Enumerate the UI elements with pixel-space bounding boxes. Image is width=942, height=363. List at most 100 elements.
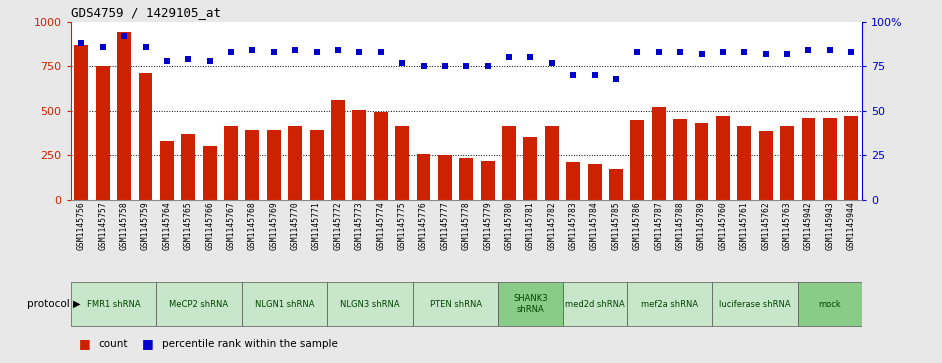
Text: GSM1145761: GSM1145761 — [739, 201, 749, 250]
Point — [203, 58, 218, 64]
Text: GSM1145776: GSM1145776 — [419, 201, 428, 250]
Bar — [74, 45, 89, 200]
Point — [651, 49, 666, 55]
Bar — [712, 282, 798, 326]
Text: ■: ■ — [78, 338, 90, 351]
Point — [758, 51, 773, 57]
Point — [416, 64, 431, 69]
Point — [245, 47, 260, 53]
Text: GSM1145773: GSM1145773 — [355, 201, 364, 250]
Text: mock: mock — [819, 299, 841, 309]
Bar — [674, 119, 687, 200]
Text: GSM1145774: GSM1145774 — [376, 201, 385, 250]
Point — [459, 64, 474, 69]
Text: PTEN shRNA: PTEN shRNA — [430, 299, 481, 309]
Bar — [566, 162, 580, 200]
Bar — [823, 118, 836, 200]
Text: percentile rank within the sample: percentile rank within the sample — [162, 339, 337, 349]
Bar — [544, 126, 559, 200]
Text: GSM1145788: GSM1145788 — [675, 201, 685, 250]
Bar — [802, 118, 816, 200]
Bar — [246, 130, 259, 200]
Text: GSM1145770: GSM1145770 — [291, 201, 300, 250]
Point — [566, 72, 581, 78]
Point — [694, 51, 709, 57]
Text: GSM1145760: GSM1145760 — [719, 201, 727, 250]
Point — [801, 47, 816, 53]
Bar — [374, 113, 388, 200]
Bar — [288, 126, 302, 200]
Bar — [716, 116, 730, 200]
Bar — [352, 110, 366, 200]
Point — [715, 49, 730, 55]
Bar — [798, 282, 862, 326]
Text: GSM1145764: GSM1145764 — [162, 201, 171, 250]
Point — [73, 40, 89, 46]
Text: NLGN3 shRNA: NLGN3 shRNA — [340, 299, 399, 309]
Point — [822, 47, 837, 53]
Text: GSM1145768: GSM1145768 — [248, 201, 257, 250]
Text: GSM1145780: GSM1145780 — [505, 201, 513, 250]
Text: GSM1145756: GSM1145756 — [77, 201, 86, 250]
Bar — [160, 141, 174, 200]
Bar — [498, 282, 562, 326]
Bar — [310, 130, 323, 200]
Point — [544, 60, 560, 66]
Bar — [242, 282, 327, 326]
Text: GSM1145775: GSM1145775 — [398, 201, 407, 250]
Point — [267, 49, 282, 55]
Bar — [156, 282, 242, 326]
Point — [587, 72, 602, 78]
Bar — [327, 282, 413, 326]
Point — [844, 49, 859, 55]
Text: NLGN1 shRNA: NLGN1 shRNA — [254, 299, 315, 309]
Point — [437, 64, 452, 69]
Point — [523, 54, 538, 60]
Point — [159, 58, 174, 64]
Text: med2d shRNA: med2d shRNA — [565, 299, 625, 309]
Bar — [780, 126, 794, 200]
Point — [395, 60, 410, 66]
Text: GSM1145766: GSM1145766 — [205, 201, 214, 250]
Bar — [138, 73, 153, 200]
Text: ■: ■ — [142, 338, 154, 351]
Bar — [630, 120, 644, 200]
Bar — [331, 100, 345, 200]
Bar — [416, 154, 430, 200]
Point — [501, 54, 516, 60]
Bar — [738, 126, 752, 200]
Point — [223, 49, 238, 55]
Text: GSM1145778: GSM1145778 — [462, 201, 471, 250]
Text: GDS4759 / 1429105_at: GDS4759 / 1429105_at — [71, 6, 220, 19]
Point — [117, 33, 132, 39]
Text: GSM1145781: GSM1145781 — [526, 201, 535, 250]
Text: ▶: ▶ — [73, 299, 80, 309]
Point — [138, 44, 153, 50]
Text: GSM1145762: GSM1145762 — [761, 201, 771, 250]
Point — [630, 49, 645, 55]
Bar — [562, 282, 626, 326]
Text: GSM1145771: GSM1145771 — [312, 201, 321, 250]
Text: SHANK3
shRNA: SHANK3 shRNA — [513, 294, 547, 314]
Point — [331, 47, 346, 53]
Text: luciferase shRNA: luciferase shRNA — [719, 299, 791, 309]
Bar — [588, 164, 602, 200]
Bar — [203, 146, 217, 200]
Point — [287, 47, 302, 53]
Point — [737, 49, 752, 55]
Bar — [396, 126, 409, 200]
Text: GSM1145784: GSM1145784 — [590, 201, 599, 250]
Point — [373, 49, 388, 55]
Text: GSM1145779: GSM1145779 — [483, 201, 492, 250]
Bar — [524, 136, 537, 200]
Bar — [460, 158, 473, 200]
Point — [351, 49, 366, 55]
Bar — [224, 126, 238, 200]
Text: protocol: protocol — [27, 299, 70, 309]
Bar — [117, 32, 131, 200]
Point — [673, 49, 688, 55]
Text: GSM1145785: GSM1145785 — [611, 201, 621, 250]
Text: GSM1145783: GSM1145783 — [569, 201, 577, 250]
Text: GSM1145765: GSM1145765 — [184, 201, 193, 250]
Point — [780, 51, 795, 57]
